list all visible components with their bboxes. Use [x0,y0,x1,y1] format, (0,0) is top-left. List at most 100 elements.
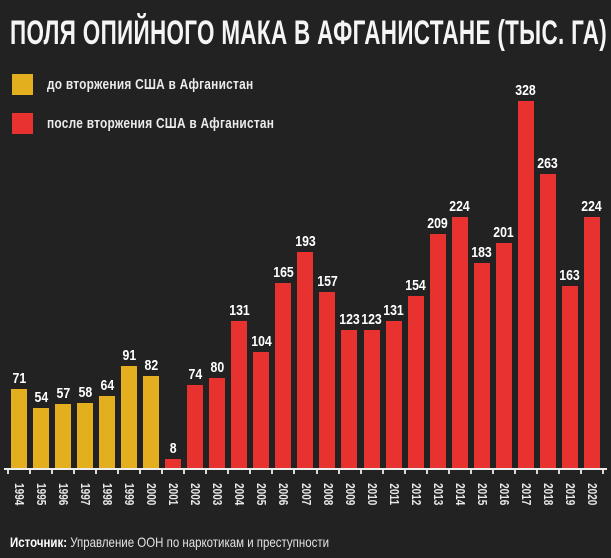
bar-column: 163 [559,268,581,468]
bar-column: 82 [140,358,162,468]
bar-column: 131 [383,303,405,468]
axis-tick [205,470,208,474]
bar-column: 224 [581,199,603,468]
bar-value-label: 57 [56,385,70,402]
bar [143,376,160,468]
bar-column: 74 [184,367,206,468]
axis-tick [161,470,164,474]
year-label: 2001 [166,483,181,506]
year-label: 1994 [12,483,27,506]
year-label: 2006 [276,483,291,506]
bar-value-label: 183 [471,244,492,261]
year-cell: 2004 [228,472,250,518]
year-cell: 2017 [515,472,537,518]
bar-value-label: 224 [581,198,603,215]
axis-tick [557,470,560,474]
bar [275,283,292,468]
axis-tick [359,470,362,474]
bar [341,330,358,468]
x-axis-ticks [7,470,604,475]
axis-tick [183,470,186,474]
year-cell: 1998 [96,472,118,518]
axis-tick [425,470,428,474]
year-cell: 2008 [316,472,338,518]
bar-column: 224 [449,199,471,468]
bar [517,101,534,468]
bar-value-label: 80 [210,359,225,376]
bar [121,366,138,468]
bar-value-label: 54 [34,389,48,406]
bar-value-label: 157 [317,273,338,290]
year-cell: 1996 [52,472,74,518]
year-label: 2012 [408,483,423,506]
bar [539,174,556,468]
bar-value-label: 123 [339,311,360,328]
bar-value-label: 8 [169,440,177,457]
x-axis-year-labels: 1994 1995 1996 1997 1998 1999 2000 2001 2002 2003… [8,472,603,518]
year-label: 2019 [563,483,578,506]
bar [429,234,446,468]
bar-value-label: 131 [229,302,250,319]
year-label: 2009 [342,483,357,506]
year-label: 2000 [144,483,159,506]
year-cell: 1999 [118,472,140,518]
year-label: 2018 [541,483,556,506]
bar-value-label: 263 [537,155,559,172]
year-label: 2002 [188,483,203,506]
year-cell: 2016 [493,472,515,518]
bar-value-label: 82 [144,357,159,374]
x-axis-line [4,468,607,470]
year-cell: 2006 [272,472,294,518]
legend-swatch-after-icon [12,113,33,134]
bar-column: 201 [493,225,515,468]
bar [561,286,578,468]
bar-value-label: 165 [273,264,294,281]
bar-value-label: 71 [12,370,26,387]
year-cell: 1994 [8,472,30,518]
bar-value-label: 328 [515,82,536,99]
axis-tick [337,470,340,474]
axis-tick [95,470,98,474]
axis-tick [491,470,494,474]
bar-column: 123 [338,312,360,468]
bar-column: 165 [272,265,294,468]
year-cell: 2014 [449,472,471,518]
bar-value-label: 154 [405,277,426,294]
bar [451,217,468,468]
bar-column: 91 [118,348,140,468]
year-label: 2013 [430,483,445,506]
bar [297,252,314,468]
source-note: Источник: Управление ООН по наркотикам и… [10,534,329,550]
year-label: 2020 [585,483,600,506]
bar-column: 104 [250,334,272,468]
bar-column: 157 [316,274,338,468]
bar [165,459,182,468]
axis-tick [51,470,54,474]
bar [495,243,512,468]
axis-tick [271,470,274,474]
bar [187,385,204,468]
bar [253,352,270,468]
bar-value-label: 104 [251,333,272,350]
bar-column: 131 [228,303,250,468]
bar-value-label: 64 [100,377,114,394]
bar-chart: 71 54 57 58 64 91 82 8 74 80 131 104 165 193 157 123 123… [8,78,603,468]
axis-tick [381,470,384,474]
year-label: 2015 [474,483,489,506]
axis-tick [293,470,296,474]
year-label: 2007 [298,483,313,506]
bar-column: 263 [537,156,559,468]
year-label: 1998 [100,483,115,506]
bar-value-label: 131 [383,302,404,319]
year-cell: 2020 [581,472,603,518]
bar [583,217,600,468]
bar-value-label: 163 [559,267,581,284]
bar-column: 64 [96,378,118,468]
bar-column: 123 [361,312,383,468]
bar [11,389,28,468]
bar [209,378,226,468]
bar [99,396,116,468]
bar-column: 80 [206,360,228,468]
year-label: 2005 [254,483,269,506]
